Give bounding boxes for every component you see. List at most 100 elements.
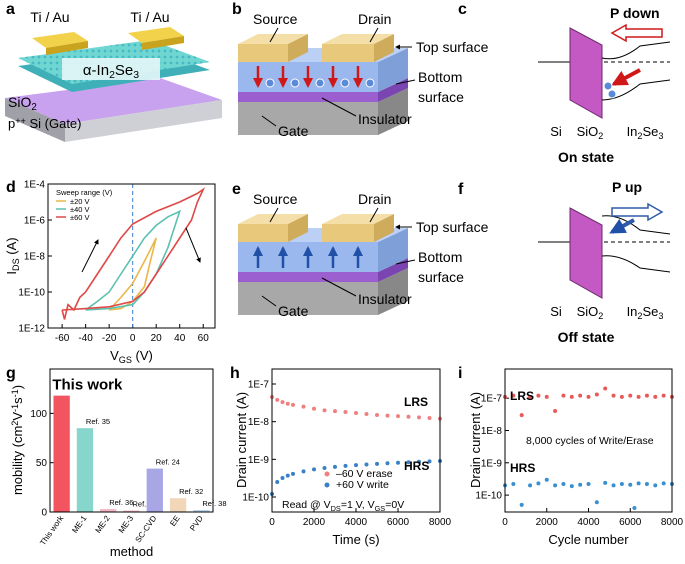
data-point [375, 461, 379, 466]
annotation-part: Read @ V [282, 499, 331, 511]
source-label: Source [253, 191, 298, 207]
y-tick-label: 1E-6 [24, 216, 46, 227]
x-tick-label: 0 [269, 517, 275, 528]
panel-label: f [458, 181, 464, 198]
data-point [628, 393, 633, 398]
substrate-label: p++ Si (Gate) [8, 116, 81, 131]
electrode-front [322, 44, 374, 62]
bar-annotation: Ref. 36 [109, 498, 133, 507]
conduction-band [601, 41, 671, 60]
annotation-part: GS [375, 504, 386, 513]
data-point [644, 393, 649, 398]
polarization-arrow [610, 23, 663, 43]
substrate-label-part: Si (Gate) [26, 116, 82, 131]
x-tick-label: 60 [198, 333, 210, 344]
data-point [312, 467, 316, 472]
state-label: Off state [558, 329, 615, 345]
axis-frame [47, 183, 216, 329]
data-point [511, 393, 516, 398]
data-point [312, 406, 316, 411]
leader-line [269, 207, 279, 223]
data-point [594, 392, 599, 397]
x-tick-label: PVD [188, 514, 205, 533]
panel-label: b [232, 1, 242, 18]
panel-label: a [6, 1, 15, 18]
data-point [396, 460, 400, 465]
data-point [578, 393, 583, 398]
substrate-side [5, 98, 65, 142]
state-label: On state [558, 149, 614, 165]
x-tick-label: ME-1 [70, 514, 89, 535]
annotation: LRS [510, 389, 534, 403]
material-label: Si [550, 124, 562, 139]
data-point [385, 413, 390, 418]
y-axis-label-part: ) [10, 385, 25, 389]
electrode-label: Ti / Au [130, 9, 169, 25]
data-point [553, 483, 558, 488]
x-tick-label: EE [168, 514, 181, 528]
annotation-part: =1 V, V [341, 499, 375, 511]
x-axis-label: method [110, 544, 153, 559]
data-point [653, 483, 658, 488]
x-tick-label: SC-CVD [133, 514, 158, 544]
data-point [354, 410, 358, 415]
y-tick-label: 1E-9 [481, 458, 503, 469]
data-point [544, 477, 549, 482]
y-tick-label: 1E-8 [481, 426, 503, 437]
data-point [536, 481, 541, 486]
y-tick-label: 1E-8 [248, 417, 270, 428]
electrode-top [128, 27, 184, 43]
data-point [396, 414, 400, 419]
data-point [619, 394, 624, 399]
data-point [561, 482, 566, 487]
x-tick-label: 6000 [387, 517, 410, 528]
data-point [619, 482, 624, 487]
bar [100, 509, 117, 512]
y-tick-label: 1E-10 [242, 493, 269, 504]
data-point [354, 463, 358, 468]
bar-annotation: Ref. 24 [156, 458, 180, 467]
leader-line [395, 79, 416, 85]
legend-label: +60 V write [336, 479, 389, 491]
bar [169, 498, 187, 512]
data-point [375, 413, 379, 418]
y-tick-label: 1E-12 [18, 324, 45, 335]
surface-label: Top surface [416, 39, 489, 55]
data-point [561, 393, 566, 398]
x-tick-label: ME-2 [94, 514, 113, 535]
data-point [322, 465, 327, 470]
panel-label: h [230, 365, 240, 382]
data-point [519, 502, 524, 507]
electrode-side [374, 214, 394, 242]
insulator-side [378, 258, 408, 282]
data-point [653, 394, 658, 399]
data-point [519, 413, 524, 418]
surface-label: surface [418, 89, 464, 105]
valence-band [601, 255, 671, 273]
material-label-part: In [627, 124, 638, 139]
polarization-arrow [611, 202, 664, 222]
legend-title: Sweep range (V) [56, 188, 113, 197]
material-label-part: 2 [598, 131, 603, 141]
gate-side [378, 268, 408, 315]
valence-band [601, 79, 671, 101]
panel-label: g [6, 365, 16, 382]
leader-line [321, 97, 357, 117]
electrode-top [322, 34, 394, 44]
data-point [661, 481, 666, 486]
insulator-label: Insulator [358, 111, 412, 127]
axis-frame [49, 368, 214, 513]
legend-label: ±20 V [70, 197, 90, 206]
sweep-arrow [81, 239, 99, 273]
y-axis-label-part: -1 [10, 389, 20, 397]
x-axis-label: VGS (V) [110, 348, 153, 365]
data-point [417, 459, 421, 464]
y-tick-label: 1E-7 [248, 379, 270, 390]
data-point [611, 483, 616, 488]
electron [607, 89, 617, 99]
annotation: 8,000 cycles of Write/Erase [526, 435, 654, 447]
data-point [632, 505, 637, 510]
data-point [594, 500, 599, 505]
electrode-front [142, 36, 184, 50]
y-tick-label: 1E-8 [24, 252, 46, 263]
